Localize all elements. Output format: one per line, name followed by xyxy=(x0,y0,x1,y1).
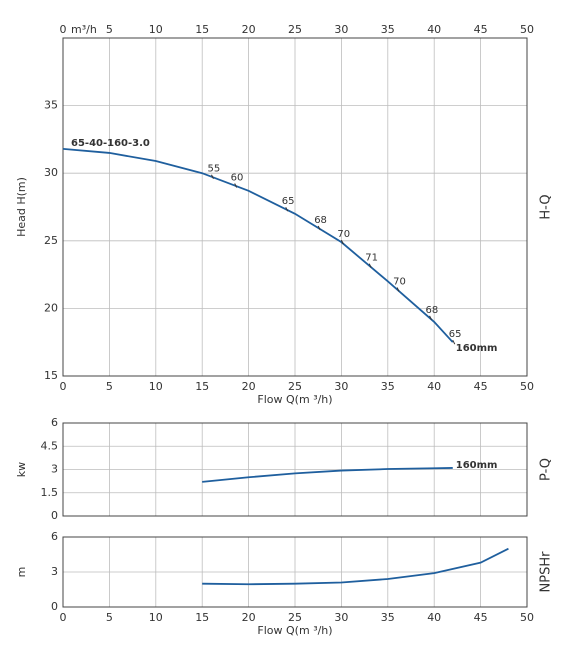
x-tick-label: 10 xyxy=(149,380,163,393)
top-tick-label: 50 xyxy=(520,23,534,36)
side-label: NPSHr xyxy=(539,551,554,593)
x-axis-label: Flow Q(m ³/h) xyxy=(257,624,332,637)
curve xyxy=(62,147,454,343)
x-tick-label: 20 xyxy=(242,611,256,624)
efficiency-tick xyxy=(285,206,289,212)
efficiency-label: 70 xyxy=(337,229,350,240)
x-tick-label: 40 xyxy=(427,380,441,393)
end-label: 160mm xyxy=(456,343,498,354)
curve xyxy=(202,547,509,586)
efficiency-tick xyxy=(234,183,238,188)
curve xyxy=(202,467,453,483)
x-tick-label: 50 xyxy=(520,380,534,393)
end-label: 160mm xyxy=(456,460,498,471)
y-axis-label: kw xyxy=(15,462,28,477)
efficiency-tick xyxy=(396,287,400,292)
curve-label: 65-40-160-3.0 xyxy=(71,138,150,149)
efficiency-label: 68 xyxy=(426,305,439,316)
x-tick-label: 30 xyxy=(334,380,348,393)
y-tick-label: 0 xyxy=(51,600,58,613)
x-tick-label: 45 xyxy=(474,611,488,624)
top-tick-label: 25 xyxy=(288,23,302,36)
x-tick-label: 25 xyxy=(288,380,302,393)
x-tick-label: 0 xyxy=(60,611,67,624)
plot-frame xyxy=(62,422,528,517)
y-axis-label: Head H(m) xyxy=(15,177,28,237)
top-tick-label: 45 xyxy=(474,23,488,36)
y-tick-label: 6 xyxy=(51,416,58,429)
x-tick-label: 5 xyxy=(106,380,113,393)
top-tick-label: 15 xyxy=(195,23,209,36)
x-tick-label: 15 xyxy=(195,611,209,624)
efficiency-label: 55 xyxy=(207,164,220,175)
x-tick-label: 25 xyxy=(288,611,302,624)
top-tick-label: 5 xyxy=(106,23,113,36)
y-tick-label: 30 xyxy=(44,166,58,179)
side-label: P-Q xyxy=(539,458,554,481)
top-tick-label: 35 xyxy=(381,23,395,36)
y-tick-label: 15 xyxy=(44,369,58,382)
top-tick-label: 30 xyxy=(334,23,348,36)
x-axis-label: Flow Q(m ³/h) xyxy=(257,393,332,406)
y-tick-label: 25 xyxy=(44,234,58,247)
y-tick-label: 20 xyxy=(44,301,58,314)
efficiency-tick xyxy=(340,239,344,245)
efficiency-tick xyxy=(429,315,433,321)
x-tick-label: 15 xyxy=(195,380,209,393)
efficiency-tick xyxy=(211,174,214,179)
efficiency-label: 60 xyxy=(231,173,244,184)
x-tick-label: 0 xyxy=(60,380,67,393)
y-tick-label: 4.5 xyxy=(41,439,59,452)
x-tick-label: 35 xyxy=(381,380,395,393)
x-tick-label: 30 xyxy=(334,611,348,624)
efficiency-label: 71 xyxy=(365,253,378,264)
top-tick-label: 0 xyxy=(60,23,67,36)
efficiency-tick xyxy=(368,263,372,268)
efficiency-tick xyxy=(317,225,321,231)
x-tick-label: 50 xyxy=(520,611,534,624)
x-tick-label: 10 xyxy=(149,611,163,624)
efficiency-tick xyxy=(452,339,456,345)
top-tick-label: 40 xyxy=(427,23,441,36)
x-tick-label: 45 xyxy=(474,380,488,393)
top-tick-label: 10 xyxy=(149,23,163,36)
plot-frame xyxy=(62,37,528,377)
plot-frame xyxy=(62,536,528,608)
x-tick-label: 35 xyxy=(381,611,395,624)
y-tick-label: 35 xyxy=(44,99,58,112)
x-tick-label: 20 xyxy=(242,380,256,393)
y-tick-label: 3 xyxy=(51,463,58,476)
efficiency-label: 70 xyxy=(393,276,406,287)
y-tick-label: 1.5 xyxy=(41,486,59,499)
y-tick-label: 6 xyxy=(51,530,58,543)
top-unit: m³/h xyxy=(71,23,97,36)
efficiency-label: 68 xyxy=(314,215,327,226)
top-tick-label: 20 xyxy=(242,23,256,36)
x-tick-label: 40 xyxy=(427,611,441,624)
efficiency-label: 65 xyxy=(282,196,295,207)
y-tick-label: 0 xyxy=(51,509,58,522)
x-tick-label: 5 xyxy=(106,611,113,624)
side-label: H-Q xyxy=(539,194,554,219)
y-axis-label: m xyxy=(15,567,28,578)
y-tick-label: 3 xyxy=(51,565,58,578)
efficiency-label: 65 xyxy=(449,329,462,340)
